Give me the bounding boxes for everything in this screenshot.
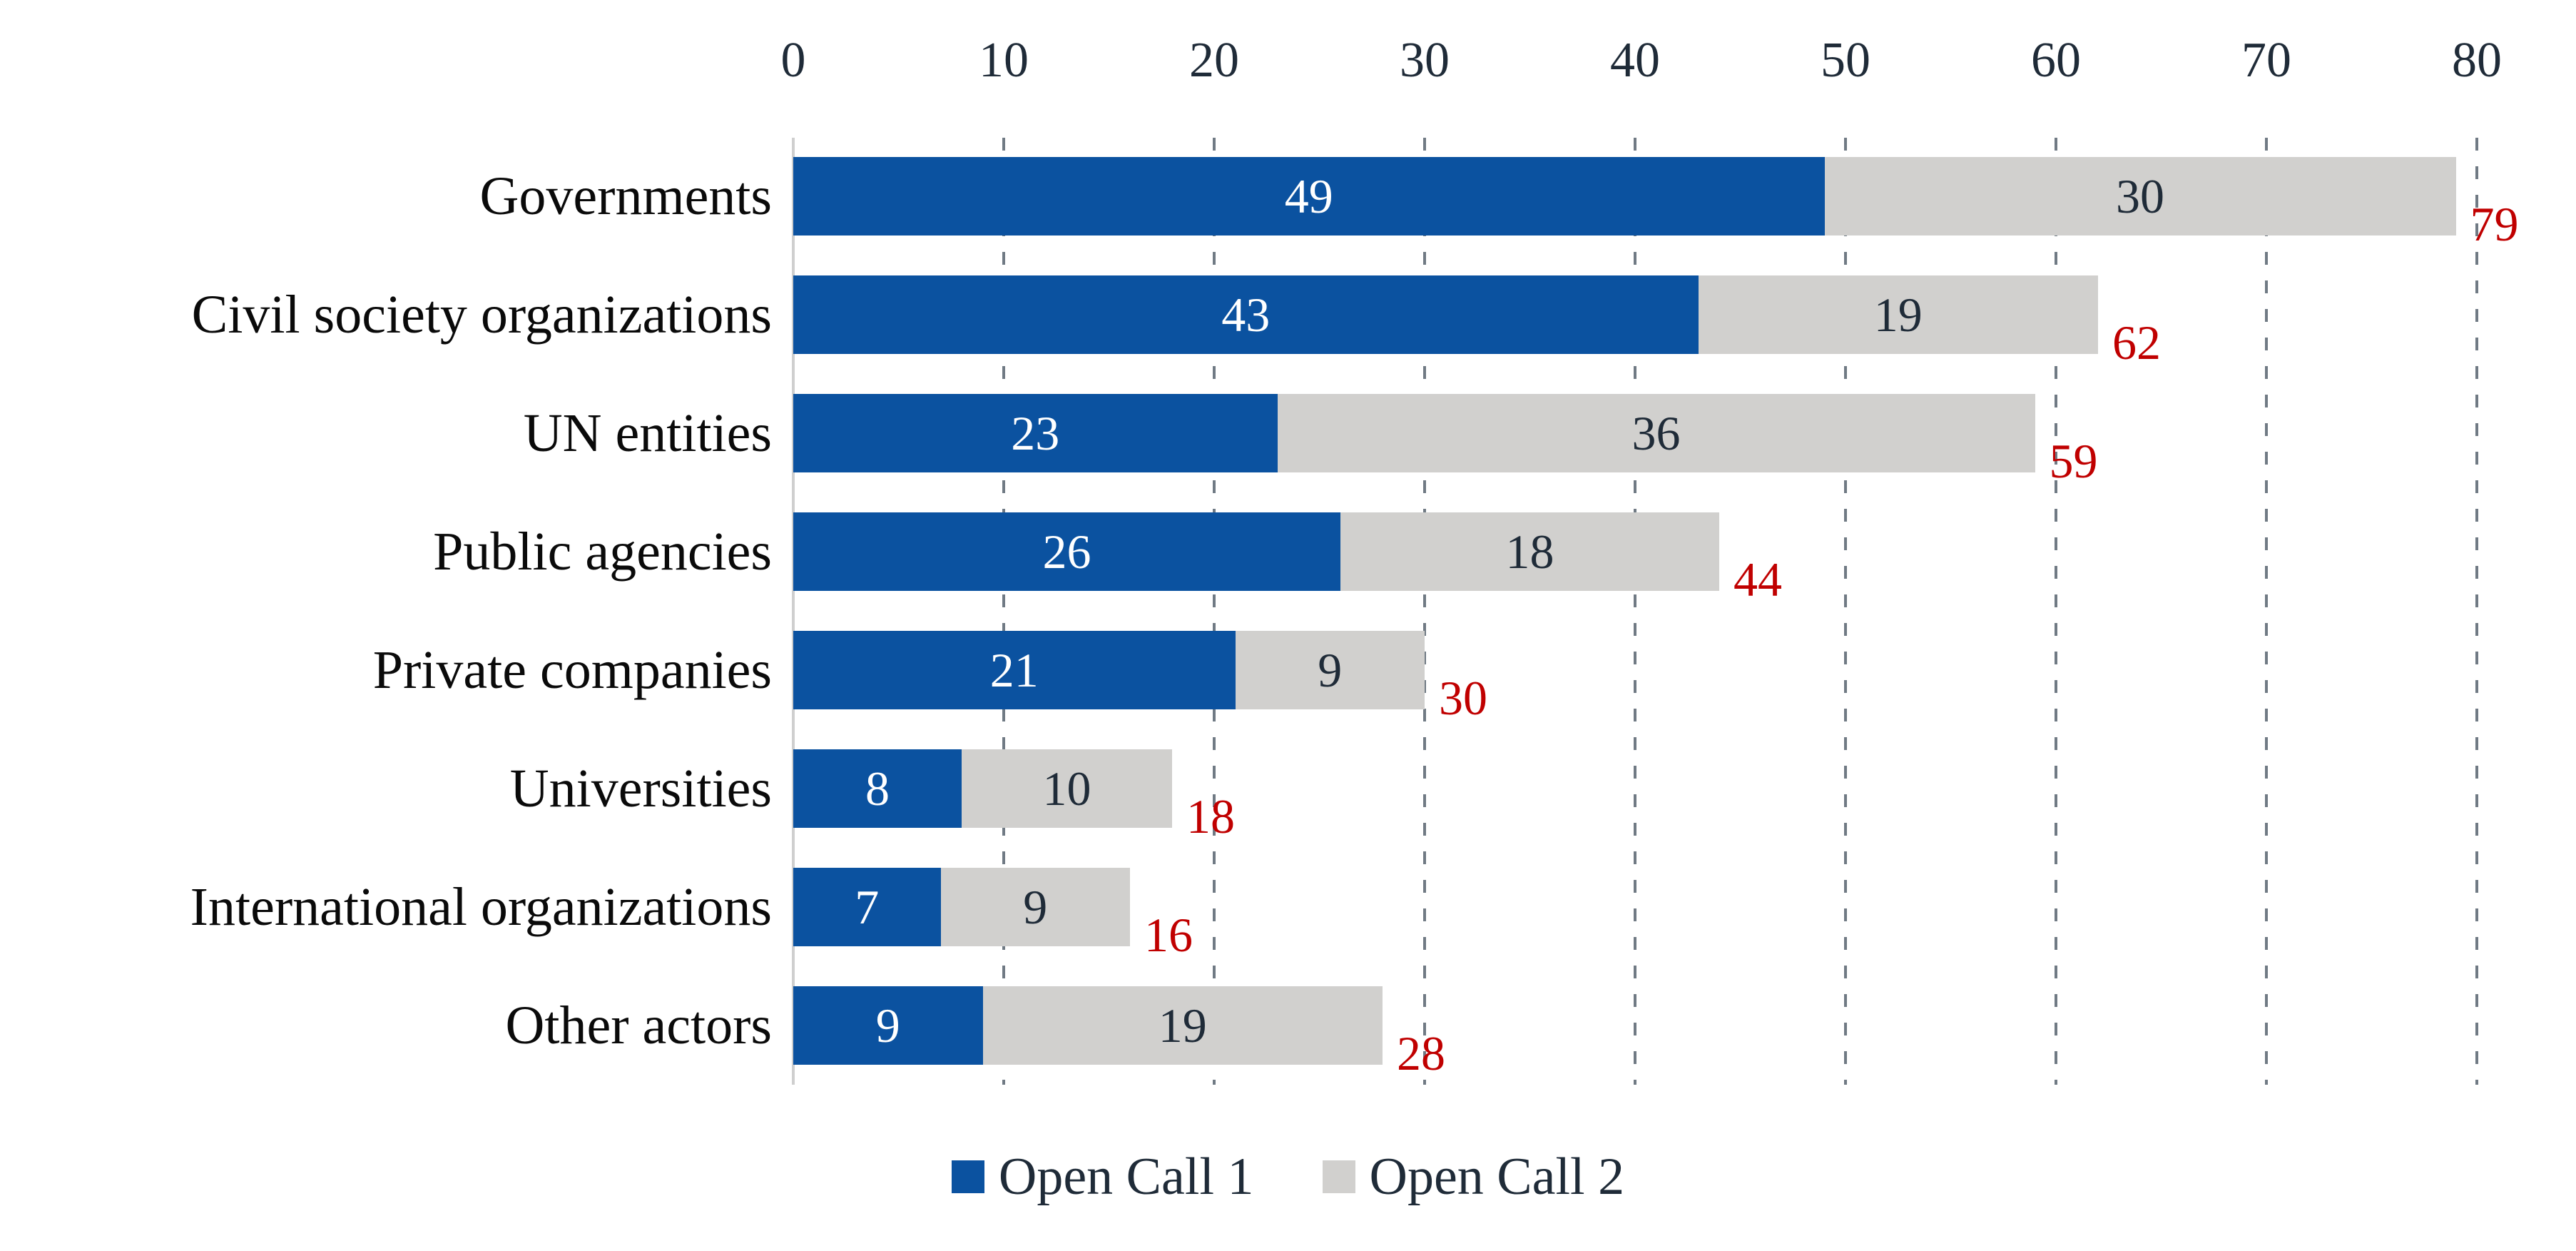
bar-segment-open-call-1: 26 xyxy=(793,512,1340,591)
bar-segment-open-call-1: 21 xyxy=(793,631,1236,709)
bar-segment-open-call-1: 49 xyxy=(793,157,1825,235)
x-axis-tick-label: 10 xyxy=(979,33,1029,88)
x-axis-tick-label: 0 xyxy=(780,33,806,88)
gridline xyxy=(1423,138,1426,1085)
gridline xyxy=(1844,138,1847,1085)
bar-segment-open-call-2: 19 xyxy=(1698,275,2098,354)
gridline xyxy=(2475,138,2478,1085)
category-label: Universities xyxy=(509,759,772,819)
bar-value-label: 26 xyxy=(1042,525,1091,579)
legend-swatch-open-call-1-icon xyxy=(951,1160,984,1193)
category-label: Public agencies xyxy=(433,522,772,582)
bar-segment-open-call-2: 19 xyxy=(982,986,1383,1065)
gridline xyxy=(1002,138,1005,1085)
bar-segment-open-call-2: 9 xyxy=(1235,631,1425,709)
bar-segment-open-call-2: 10 xyxy=(962,749,1172,828)
category-label: Governments xyxy=(479,166,772,226)
bar-value-label: 49 xyxy=(1284,169,1333,223)
bar-value-label: 7 xyxy=(855,880,880,934)
x-axis-tick-label: 40 xyxy=(1610,33,1660,88)
bar-value-label: 10 xyxy=(1042,761,1091,816)
bar-value-label: 9 xyxy=(1023,880,1048,934)
bar-segment-open-call-2: 30 xyxy=(1824,157,2456,235)
bar-value-label: 21 xyxy=(989,643,1039,697)
category-label: Civil society organizations xyxy=(191,285,772,345)
gridline xyxy=(1634,138,1636,1085)
x-axis-tick-label: 80 xyxy=(2452,33,2502,88)
axis-zero-line xyxy=(792,138,795,1085)
bar-value-label: 23 xyxy=(1011,406,1060,460)
x-axis-tick-label: 60 xyxy=(2031,33,2081,88)
bar-segment-open-call-1: 7 xyxy=(793,868,941,946)
category-label: UN entities xyxy=(523,403,772,463)
bar-value-label: 19 xyxy=(1158,998,1207,1053)
total-value-label: 44 xyxy=(1734,552,1782,607)
bar-value-label: 18 xyxy=(1505,525,1554,579)
total-value-label: 59 xyxy=(2049,434,2098,488)
legend-item-open-call-1: Open Call 1 xyxy=(951,1148,1254,1206)
bar-value-label: 36 xyxy=(1631,406,1681,460)
legend-label-open-call-1: Open Call 1 xyxy=(998,1148,1254,1206)
gridline xyxy=(1213,138,1216,1085)
legend: Open Call 1 Open Call 2 xyxy=(0,1150,2576,1203)
bar-value-label: 8 xyxy=(865,761,890,816)
x-axis-tick-label: 50 xyxy=(1821,33,1870,88)
total-value-label: 28 xyxy=(1397,1026,1445,1080)
gridline xyxy=(2265,138,2268,1085)
x-axis-tick-label: 70 xyxy=(2241,33,2291,88)
gridline xyxy=(2055,138,2057,1085)
x-axis-tick-label: 20 xyxy=(1189,33,1239,88)
category-label: Private companies xyxy=(372,640,772,700)
total-value-label: 16 xyxy=(1144,908,1193,962)
bar-segment-open-call-2: 9 xyxy=(940,868,1130,946)
bar-segment-open-call-1: 23 xyxy=(793,394,1278,472)
total-value-label: 30 xyxy=(1439,671,1487,725)
bar-value-label: 43 xyxy=(1221,288,1271,342)
total-value-label: 62 xyxy=(2112,315,2161,370)
bar-value-label: 19 xyxy=(1873,288,1923,342)
total-value-label: 79 xyxy=(2470,197,2519,251)
bar-segment-open-call-1: 9 xyxy=(793,986,983,1065)
category-label: Other actors xyxy=(505,996,772,1055)
bar-segment-open-call-2: 36 xyxy=(1277,394,2035,472)
bar-segment-open-call-2: 18 xyxy=(1340,512,1719,591)
bar-segment-open-call-1: 8 xyxy=(793,749,962,828)
legend-swatch-open-call-2-icon xyxy=(1322,1160,1355,1193)
legend-label-open-call-2: Open Call 2 xyxy=(1369,1148,1625,1206)
bar-value-label: 30 xyxy=(2116,169,2164,223)
bar-value-label: 9 xyxy=(1318,643,1343,697)
x-axis-tick-label: 30 xyxy=(1400,33,1450,88)
bar-segment-open-call-1: 43 xyxy=(793,275,1699,354)
legend-item-open-call-2: Open Call 2 xyxy=(1322,1148,1625,1206)
bar-value-label: 9 xyxy=(875,998,900,1053)
category-label: International organizations xyxy=(190,877,772,937)
total-value-label: 18 xyxy=(1186,789,1235,844)
